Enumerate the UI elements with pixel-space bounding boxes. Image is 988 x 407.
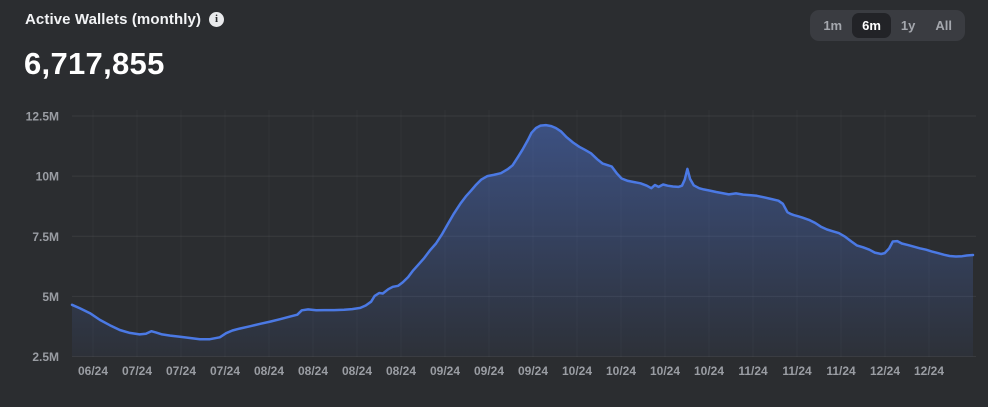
x-tick-label: 08/24	[254, 364, 284, 378]
y-tick-label: 5M	[42, 290, 59, 304]
y-tick-label: 12.5M	[26, 110, 59, 124]
y-tick-label: 7.5M	[32, 230, 59, 244]
x-tick-label: 06/24	[78, 364, 108, 378]
x-tick-label: 07/24	[210, 364, 240, 378]
x-tick-label: 10/24	[606, 364, 636, 378]
range-selector: 1m 6m 1y All	[810, 10, 965, 41]
x-tick-label: 11/24	[782, 364, 812, 378]
x-tick-label: 08/24	[386, 364, 416, 378]
x-tick-label: 11/24	[738, 364, 768, 378]
x-tick-label: 12/24	[914, 364, 944, 378]
x-tick-label: 09/24	[474, 364, 504, 378]
x-tick-label: 09/24	[430, 364, 460, 378]
x-tick-label: 09/24	[518, 364, 548, 378]
x-tick-label: 07/24	[122, 364, 152, 378]
range-button-6m[interactable]: 6m	[852, 13, 891, 38]
range-button-all[interactable]: All	[925, 13, 962, 38]
x-tick-label: 10/24	[650, 364, 680, 378]
y-tick-label: 10M	[36, 170, 59, 184]
x-tick-label: 10/24	[562, 364, 592, 378]
y-tick-label: 2.5M	[32, 350, 59, 364]
area-fill	[72, 125, 973, 357]
range-button-1m[interactable]: 1m	[813, 13, 852, 38]
x-tick-label: 08/24	[298, 364, 328, 378]
x-tick-label: 10/24	[694, 364, 724, 378]
range-button-1y[interactable]: 1y	[891, 13, 925, 38]
current-value: 6,717,855	[24, 46, 165, 81]
chart-title: Active Wallets (monthly)	[25, 11, 202, 28]
x-tick-label: 12/24	[870, 364, 900, 378]
x-tick-label: 07/24	[166, 364, 196, 378]
x-tick-label: 08/24	[342, 364, 372, 378]
chart-header: Active Wallets (monthly) i	[25, 11, 225, 28]
info-icon[interactable]: i	[209, 12, 225, 27]
data-line	[70, 123, 975, 341]
x-tick-label: 11/24	[826, 364, 856, 378]
